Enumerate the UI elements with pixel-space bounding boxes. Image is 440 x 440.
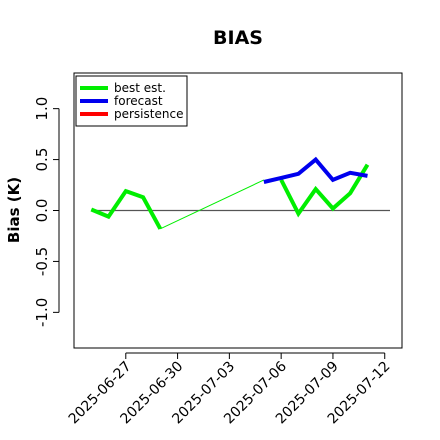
y-tick-label: 0.0 bbox=[33, 199, 51, 223]
legend-label-forecast: forecast bbox=[114, 94, 163, 108]
plot-area-frame bbox=[73, 72, 403, 349]
chart-title: BIAS bbox=[213, 27, 263, 49]
y-axis-label: Bias (K) bbox=[5, 177, 23, 243]
legend-label-persistence: persistence bbox=[114, 107, 183, 121]
x-axis: 2025-06-272025-06-302025-07-032025-07-06… bbox=[66, 352, 394, 427]
y-tick-label: 0.5 bbox=[33, 148, 51, 172]
y-tick-label: -1.0 bbox=[33, 298, 51, 327]
forecast-series-line bbox=[263, 156, 368, 184]
best-est-gap-connector bbox=[160, 179, 265, 230]
y-tick-label: -0.5 bbox=[33, 247, 51, 276]
legend: best est. forecast persistence bbox=[75, 75, 188, 127]
plot-series bbox=[90, 156, 390, 230]
y-axis: -1.0 -0.5 0.0 0.5 1.0 bbox=[33, 97, 60, 327]
y-tick-label: 1.0 bbox=[33, 97, 51, 121]
best-est-series-line bbox=[279, 163, 370, 218]
legend-label-best-est: best est. bbox=[114, 81, 166, 95]
